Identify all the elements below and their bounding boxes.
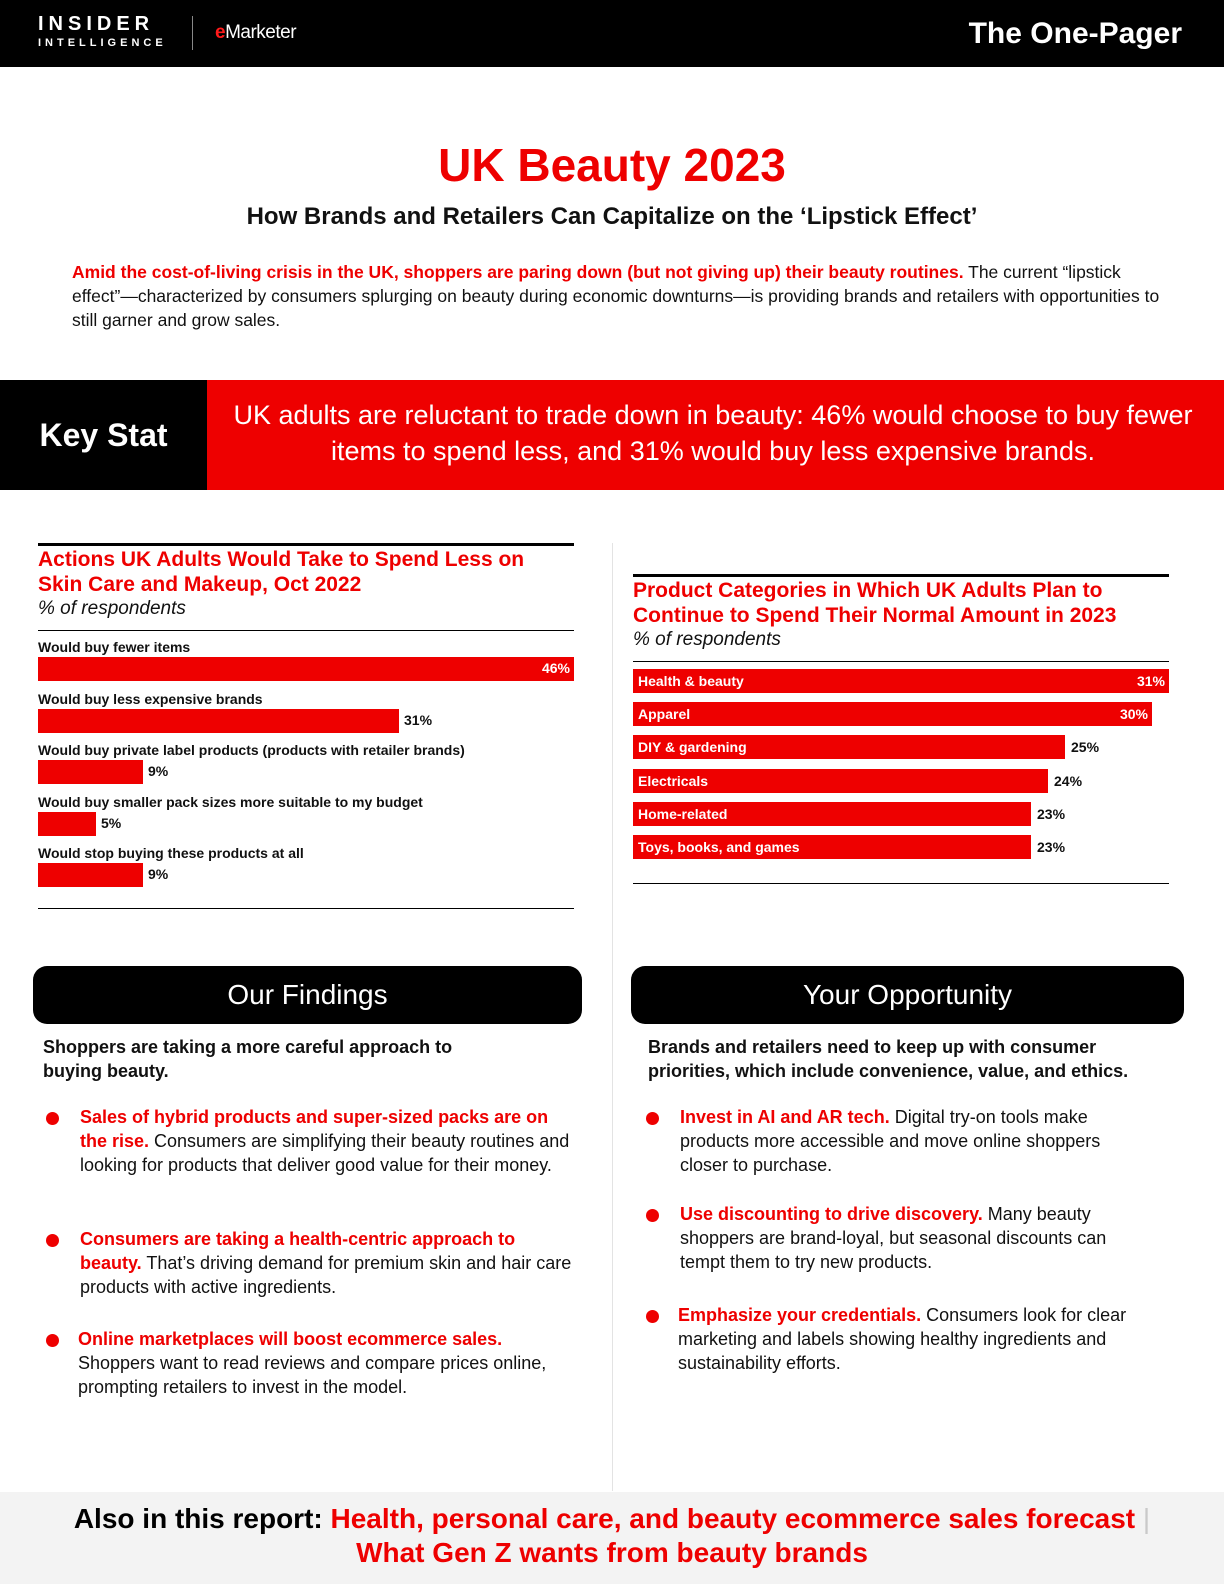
footer-report-link[interactable]: What Gen Z wants from beauty brands <box>356 1537 868 1568</box>
bar: Apparel <box>633 702 1152 727</box>
opportunity-lead: Brands and retailers need to keep up wit… <box>648 1037 1129 1081</box>
bar-value-label: 23% <box>1037 805 1066 822</box>
findings-bullet: Sales of hybrid products and super-sized… <box>80 1105 570 1177</box>
findings-bullet: Online marketplaces will boost ecommerce… <box>78 1327 548 1399</box>
logo-line-1: INSIDER <box>38 13 155 35</box>
bar-category-label: Electricals <box>638 772 709 789</box>
bar-category-label: Would stop buying these products at all <box>38 845 304 861</box>
chart-top-rule <box>38 543 574 546</box>
intro-text: The current “lipstick effect”—characteri… <box>72 262 1160 330</box>
findings-lead: Shoppers are taking a more careful appro… <box>43 1037 453 1081</box>
bullet-dot <box>646 1310 659 1323</box>
footer-report-link[interactable]: Health, personal care, and beauty ecomme… <box>330 1503 1136 1534</box>
key-stat-label: Key Stat <box>0 380 207 490</box>
opportunity-bullet: Use discounting to drive discovery. Many… <box>680 1202 1150 1274</box>
bar-value-label: 31% <box>1136 673 1165 689</box>
bar-value-label: 9% <box>148 763 169 779</box>
bar-value-label: 24% <box>1054 772 1083 789</box>
logo-line-2: INTELLIGENCE <box>38 37 167 49</box>
one-pager-badge: The One-Pager <box>968 17 1182 50</box>
emarketer-logo: eMarketer <box>215 22 297 44</box>
chart-normal-spend-categories: Product Categories in Which UK Adults Pl… <box>633 574 1169 884</box>
emarketer-logo-e: e <box>215 22 226 43</box>
bar <box>38 708 399 733</box>
bullet-dot <box>646 1209 659 1222</box>
bar-category-label: Apparel <box>638 706 691 723</box>
chart-title: Product Categories in Which UK Adults Pl… <box>633 579 1117 627</box>
bullet-dot <box>46 1112 59 1125</box>
bullet-highlight: Invest in AI and AR tech. <box>680 1107 890 1127</box>
bar-category-label: DIY & gardening <box>638 739 747 756</box>
insider-intelligence-logo: INSIDER INTELLIGENCE <box>38 14 167 52</box>
page-title: UK Beauty 2023 <box>438 139 786 191</box>
key-stat-band: Key Stat UK adults are reluctant to trad… <box>0 380 1224 490</box>
bar-value-label: 46% <box>541 660 570 676</box>
bar <box>38 811 96 836</box>
footer-separator: | <box>1142 1503 1151 1534</box>
intro-paragraph: Amid the cost-of-living crisis in the UK… <box>72 260 1162 332</box>
bullet-highlight: Online marketplaces will boost ecommerce… <box>78 1329 503 1349</box>
bar-value-label: 30% <box>1119 706 1148 723</box>
bar <box>38 760 143 784</box>
bar-value-label: 25% <box>1071 739 1100 756</box>
bar: DIY & gardening <box>633 735 1065 760</box>
bar-category-label: Toys, books, and games <box>638 839 800 855</box>
bullet-highlight: Use discounting to drive discovery. <box>680 1204 983 1224</box>
bar: Health & beauty <box>633 669 1169 693</box>
opportunity-bullet: Invest in AI and AR tech. Digital try-on… <box>680 1105 1150 1177</box>
chart-header-rule <box>633 661 1169 662</box>
logo-divider <box>192 16 193 50</box>
bar <box>38 863 143 887</box>
bar-value-label: 23% <box>1037 839 1066 855</box>
bar: Electricals <box>633 768 1048 793</box>
opportunity-heading: Your Opportunity <box>631 966 1184 1024</box>
footer-lead: Also in this report: <box>73 1503 323 1534</box>
bullet-dot <box>646 1112 659 1125</box>
key-stat-text: UK adults are reluctant to trade down in… <box>233 400 1193 466</box>
chart-bottom-rule <box>38 908 574 909</box>
footer-also-in-report: Also in this report: Health, personal ca… <box>0 1492 1224 1584</box>
chart-spend-less-actions: Actions UK Adults Would Take to Spend Le… <box>38 543 574 913</box>
bar-category-label: Would buy private label products (produc… <box>38 742 465 758</box>
intro-highlight: Amid the cost-of-living crisis in the UK… <box>72 262 964 282</box>
chart-subtitle: % of respondents <box>633 629 781 650</box>
bar-category-label: Would buy fewer items <box>38 639 191 655</box>
bar-category-label: Home-related <box>638 805 728 822</box>
page-subtitle: How Brands and Retailers Can Capitalize … <box>246 203 978 230</box>
bullet-text: Consumers look for clear marketing and l… <box>678 1305 1127 1373</box>
bullet-text: That’s driving demand for premium skin a… <box>80 1253 572 1297</box>
bar-category-label: Health & beauty <box>638 673 744 689</box>
bar-value-label: 31% <box>404 711 433 728</box>
bullet-text: Many beauty shoppers are brand-loyal, bu… <box>680 1204 1107 1272</box>
chart-top-rule <box>633 574 1169 577</box>
bar-category-label: Would buy less expensive brands <box>38 690 263 707</box>
bullet-highlight: Emphasize your credentials. <box>678 1305 922 1325</box>
bar: Home-related <box>633 801 1031 826</box>
chart-bottom-rule <box>633 883 1169 884</box>
bar-category-label: Would buy smaller pack sizes more suitab… <box>38 793 423 810</box>
findings-heading: Our Findings <box>33 966 582 1024</box>
chart-header-rule <box>38 630 574 631</box>
bullet-text: Shoppers want to read reviews and compar… <box>78 1353 547 1397</box>
bullet-highlight: Sales of hybrid products and super-sized… <box>80 1107 549 1151</box>
bullet-dot <box>46 1234 59 1247</box>
chart-subtitle: % of respondents <box>38 598 186 619</box>
header-bar: INSIDER INTELLIGENCE eMarketer The One-P… <box>0 0 1224 67</box>
chart-title: Actions UK Adults Would Take to Spend Le… <box>38 548 525 596</box>
bar <box>38 657 574 681</box>
emarketer-logo-text: Marketer <box>225 22 297 43</box>
findings-bullet: Consumers are taking a health-centric ap… <box>80 1227 580 1299</box>
opportunity-bullet: Emphasize your credentials. Consumers lo… <box>678 1303 1173 1375</box>
bullet-dot <box>46 1334 59 1347</box>
bullet-text: Digital try-on tools make products more … <box>680 1107 1101 1175</box>
bar-value-label: 5% <box>101 814 122 831</box>
column-divider <box>612 543 613 1491</box>
bullet-highlight: Consumers are taking a health-centric ap… <box>80 1229 516 1273</box>
bar: Toys, books, and games <box>633 835 1031 859</box>
bullet-text: Consumers are simplifying their beauty r… <box>80 1131 570 1175</box>
bar-value-label: 9% <box>148 866 169 882</box>
